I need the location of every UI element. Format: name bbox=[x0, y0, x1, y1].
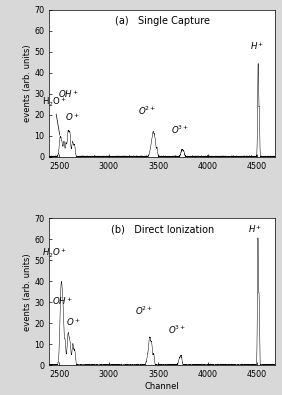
Y-axis label: events (arb. units): events (arb. units) bbox=[23, 45, 32, 122]
Text: OH$^+$: OH$^+$ bbox=[52, 295, 73, 307]
Text: O$^{3+}$: O$^{3+}$ bbox=[171, 123, 189, 136]
Text: (a)   Single Capture: (a) Single Capture bbox=[115, 16, 210, 26]
Text: OH$^+$: OH$^+$ bbox=[58, 88, 79, 100]
X-axis label: Channel: Channel bbox=[145, 382, 180, 391]
Text: O$^+$: O$^+$ bbox=[65, 111, 80, 123]
Text: O$^{2+}$: O$^{2+}$ bbox=[135, 305, 153, 317]
Text: H$^+$: H$^+$ bbox=[248, 224, 263, 235]
Text: H$_2$O$^+$: H$_2$O$^+$ bbox=[41, 247, 67, 260]
Text: H$^+$: H$^+$ bbox=[250, 40, 264, 52]
Text: H$_2$O$^+$: H$_2$O$^+$ bbox=[41, 95, 67, 135]
Text: (b)   Direct Ionization: (b) Direct Ionization bbox=[111, 224, 214, 234]
Text: O$^{2+}$: O$^{2+}$ bbox=[138, 105, 156, 117]
Y-axis label: events (arb. units): events (arb. units) bbox=[23, 253, 32, 331]
Text: O$^{3+}$: O$^{3+}$ bbox=[168, 324, 187, 336]
Text: O$^+$: O$^+$ bbox=[66, 316, 81, 327]
